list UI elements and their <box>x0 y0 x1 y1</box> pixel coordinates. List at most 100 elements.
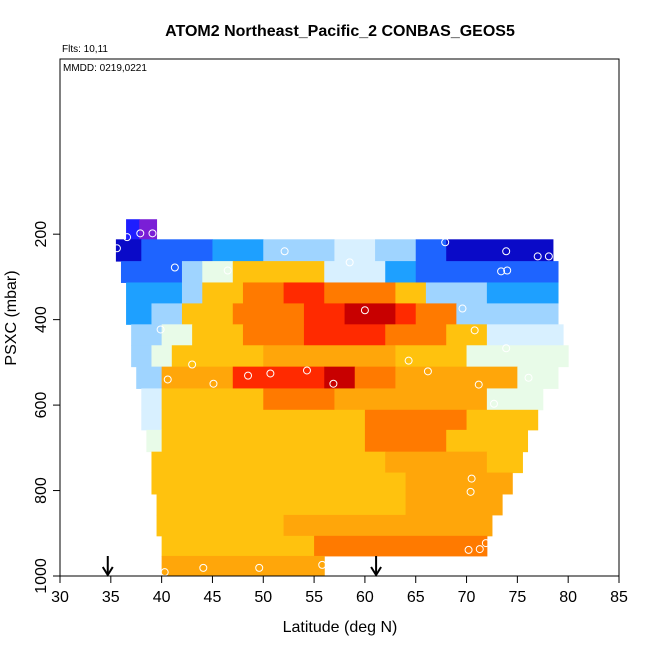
cell <box>151 451 386 474</box>
cell <box>334 388 488 411</box>
x-tick-label: 80 <box>559 589 577 606</box>
sample-point <box>280 247 289 256</box>
cell <box>344 303 396 325</box>
sample-point <box>481 539 490 548</box>
cell <box>303 324 386 346</box>
cell <box>151 345 173 368</box>
cell <box>456 303 559 325</box>
sample-point <box>188 360 197 369</box>
cell <box>263 345 396 368</box>
sample-point <box>423 367 432 376</box>
cell <box>334 239 376 262</box>
arrow-head <box>370 566 382 577</box>
sample-point <box>148 229 157 238</box>
cell <box>324 261 386 283</box>
sample-point <box>112 244 121 253</box>
sample-point <box>441 238 450 247</box>
cell <box>192 324 244 346</box>
cell <box>354 366 396 389</box>
x-tick-label: 35 <box>102 589 120 606</box>
sample-point <box>502 344 511 353</box>
flight-arrow <box>370 556 382 577</box>
cell <box>181 261 203 283</box>
x-tick-label: 70 <box>458 589 476 606</box>
cell <box>395 282 427 304</box>
sample-point <box>474 380 483 389</box>
x-tick-label: 50 <box>254 589 272 606</box>
sample-point <box>302 366 311 375</box>
cell <box>141 409 163 431</box>
sample-point <box>345 258 354 267</box>
flight-arrow <box>101 556 114 577</box>
sample-point <box>318 560 327 569</box>
x-tick-label: 60 <box>356 589 374 606</box>
x-axis-label: Latitude (deg N) <box>283 619 398 636</box>
cell <box>161 409 366 431</box>
cell <box>161 429 366 453</box>
cell <box>171 345 264 368</box>
cell <box>466 345 569 368</box>
cell <box>126 282 183 304</box>
cell <box>126 219 140 240</box>
cell <box>364 409 468 431</box>
cell <box>161 388 264 411</box>
cell <box>161 366 234 389</box>
cell <box>395 303 417 325</box>
cell <box>385 324 447 346</box>
x-tick-label: 65 <box>407 589 425 606</box>
cell <box>115 239 142 262</box>
y-tick-label: 400 <box>33 306 50 333</box>
y-tick-label: 1000 <box>33 558 50 594</box>
sample-point <box>123 233 132 242</box>
sample-point <box>470 326 479 335</box>
cell <box>242 282 285 304</box>
cell <box>161 324 193 346</box>
cell <box>517 366 559 389</box>
x-tick-label: 75 <box>508 589 526 606</box>
cell <box>446 324 488 346</box>
arrow-head <box>101 566 114 577</box>
sample-point <box>524 373 533 382</box>
sample-point <box>497 267 506 276</box>
sample-point <box>404 356 413 365</box>
cell <box>395 345 468 368</box>
cell <box>161 535 315 557</box>
sample-point <box>533 252 542 261</box>
annotation: MMDD: 0219,0221 <box>63 63 147 74</box>
cell <box>385 261 417 283</box>
cell <box>466 409 539 431</box>
sample-point <box>156 325 165 334</box>
cell <box>263 239 335 262</box>
sample-point <box>467 474 476 483</box>
sample-point <box>464 545 473 554</box>
sample-point <box>244 371 253 380</box>
sample-point <box>136 229 145 238</box>
plot-frame <box>59 58 620 577</box>
cell <box>486 388 544 411</box>
cell <box>415 239 447 262</box>
x-tick-label: 85 <box>610 589 628 606</box>
cell <box>232 261 325 283</box>
cell <box>385 451 488 474</box>
sample-point <box>503 266 512 275</box>
sample-point <box>489 399 498 408</box>
sample-point <box>170 263 179 272</box>
sample-point <box>199 563 208 572</box>
sample-point <box>255 563 264 572</box>
sample-point <box>544 252 553 261</box>
cell <box>242 324 305 346</box>
cell <box>446 429 529 453</box>
sample-point <box>223 266 232 275</box>
sample-point <box>329 379 338 388</box>
y-tick-label: 200 <box>33 221 50 248</box>
cell <box>232 366 325 389</box>
cell <box>415 261 559 283</box>
cell <box>181 303 234 325</box>
cell <box>146 429 163 453</box>
sample-point <box>163 375 172 384</box>
cell <box>405 493 503 516</box>
cell <box>202 261 234 283</box>
cell <box>446 239 554 262</box>
sample-point <box>466 487 475 496</box>
